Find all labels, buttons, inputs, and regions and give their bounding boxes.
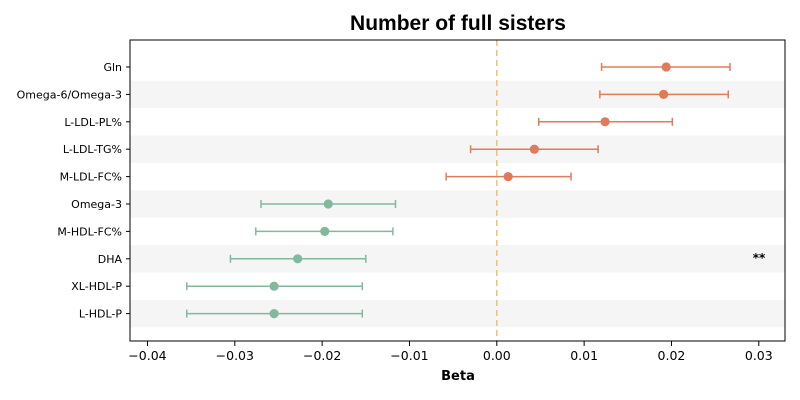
category-label: L-HDL-P (79, 308, 123, 321)
x-axis-title: Beta (441, 369, 475, 384)
category-label: XL-HDL-P (71, 280, 122, 293)
point-Omega-3 (323, 199, 333, 209)
row-stripe (130, 245, 785, 273)
x-tick-label: −0.04 (128, 348, 166, 363)
point-L-HDL-P (269, 309, 279, 319)
point-XL-HDL-P (269, 281, 279, 291)
x-tick-label: −0.01 (390, 348, 428, 363)
row-stripe (130, 190, 785, 218)
category-label: Omega-6/Omega-3 (17, 88, 122, 101)
point-DHA (293, 254, 303, 264)
point-Gln (661, 62, 671, 72)
x-tick-label: 0.01 (570, 348, 598, 363)
point-M-HDL-FC% (320, 226, 330, 236)
chart-title: Number of full sisters (350, 12, 566, 35)
x-tick-label: 0.03 (745, 348, 773, 363)
category-label: L-LDL-TG% (63, 143, 122, 156)
point-L-LDL-PL% (600, 117, 610, 127)
category-labels: Gln Omega-6/Omega-3 L-LDL-PL% L-LDL-TG% M-LD… (17, 61, 130, 321)
category-label: L-LDL-PL% (64, 116, 122, 129)
point-L-LDL-TG% (529, 144, 539, 154)
row-stripe (130, 135, 785, 163)
significance-markers: ** (753, 251, 766, 265)
row-stripes (130, 80, 785, 328)
x-tick-label: 0.02 (658, 348, 686, 363)
x-tick-label: −0.03 (216, 348, 254, 363)
significance-marker: ** (753, 251, 766, 265)
point-estimates (269, 62, 671, 319)
plot-frame (129, 39, 786, 342)
x-tick-label: 0.00 (483, 348, 511, 363)
category-label: DHA (98, 253, 123, 266)
category-label: Gln (103, 61, 122, 74)
category-label: M-LDL-FC% (60, 171, 122, 184)
x-tick-label: −0.02 (303, 348, 341, 363)
category-label: M-HDL-FC% (57, 225, 122, 238)
point-Omega-6/Omega-3 (659, 89, 669, 99)
point-M-LDL-FC% (503, 172, 513, 182)
category-label: Omega-3 (71, 198, 122, 211)
x-axis: −0.04 −0.03 −0.02 −0.01 0.00 0.01 0.02 0.03 (128, 341, 773, 363)
plot-border (129, 39, 786, 342)
